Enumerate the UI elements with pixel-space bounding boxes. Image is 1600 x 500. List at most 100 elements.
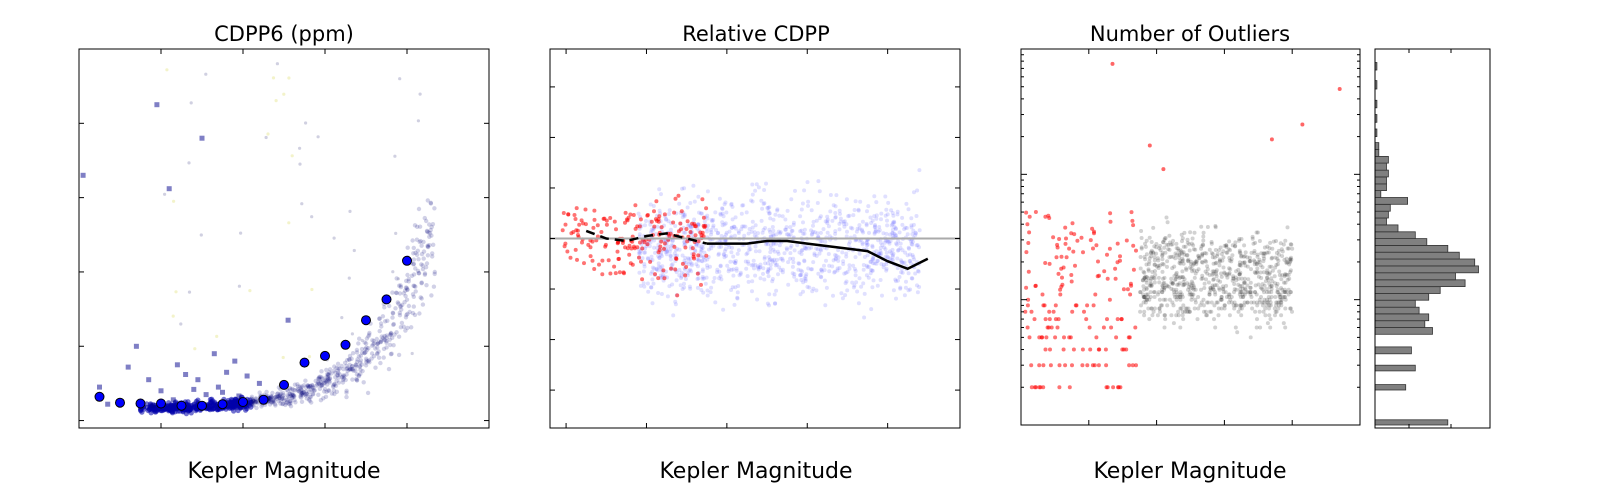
relative-cdpp-point bbox=[825, 230, 830, 235]
outliers-point bbox=[1239, 306, 1244, 311]
outliers-point bbox=[1146, 267, 1151, 272]
outliers-point bbox=[1202, 309, 1206, 314]
outliers-point bbox=[1211, 285, 1215, 290]
outliers-point bbox=[1279, 286, 1284, 291]
outliers-point bbox=[1179, 251, 1184, 256]
relative-cdpp-point bbox=[761, 266, 766, 271]
outliers-red-point bbox=[1105, 252, 1109, 257]
cdpp-faint-point bbox=[307, 355, 312, 359]
outliers-point bbox=[1160, 290, 1165, 295]
relative-cdpp-point bbox=[899, 270, 904, 275]
histogram-bar bbox=[1374, 231, 1416, 240]
relative-cdpp-point bbox=[650, 277, 655, 282]
relative-cdpp-point bbox=[806, 199, 811, 204]
cdpp-point bbox=[354, 350, 360, 355]
outliers-point bbox=[1229, 300, 1234, 305]
outliers-point bbox=[1278, 295, 1283, 299]
cdpp-point bbox=[317, 376, 322, 381]
relative-cdpp-point bbox=[784, 246, 789, 251]
outliers-point bbox=[1232, 300, 1237, 305]
relative-cdpp-point bbox=[732, 259, 736, 264]
cdpp-point bbox=[277, 394, 282, 399]
relative-cdpp-point bbox=[856, 301, 861, 306]
outliers-point bbox=[1183, 306, 1188, 311]
relative-cdpp-point bbox=[773, 260, 778, 265]
relative-cdpp-point bbox=[800, 248, 805, 253]
relative-cdpp-point bbox=[811, 219, 816, 224]
relative-cdpp-point bbox=[759, 218, 764, 223]
relative-cdpp-red-point bbox=[604, 218, 609, 223]
relative-cdpp-point bbox=[699, 258, 704, 263]
relative-cdpp-point bbox=[903, 250, 908, 255]
cdpp-point bbox=[391, 343, 396, 348]
outliers-point bbox=[1162, 287, 1167, 292]
relative-cdpp-point bbox=[816, 271, 821, 276]
relative-cdpp-point bbox=[876, 229, 881, 234]
outliers-point bbox=[1162, 238, 1167, 242]
relative-cdpp-red-point bbox=[638, 240, 642, 245]
cdpp-point bbox=[298, 394, 303, 399]
outliers-point bbox=[1240, 295, 1245, 299]
relative-cdpp-red-point bbox=[673, 196, 678, 201]
relative-cdpp-point bbox=[888, 249, 892, 254]
outliers-point bbox=[1276, 290, 1281, 295]
cdpp-point bbox=[359, 350, 365, 355]
cdpp-point bbox=[337, 372, 342, 377]
outliers-point bbox=[1177, 260, 1182, 265]
relative-cdpp-point bbox=[689, 269, 694, 274]
relative-cdpp-point bbox=[766, 268, 771, 273]
relative-cdpp-point bbox=[792, 272, 797, 277]
outliers-red-point bbox=[1055, 245, 1060, 250]
cdpp-point bbox=[411, 262, 416, 267]
cdpp-point bbox=[430, 251, 435, 256]
relative-cdpp-point bbox=[898, 245, 903, 250]
cdpp-point bbox=[331, 383, 336, 388]
cdpp-point bbox=[394, 330, 399, 335]
outliers-red-point bbox=[1096, 259, 1100, 264]
outliers-point bbox=[1224, 283, 1229, 288]
relative-cdpp-point bbox=[762, 277, 767, 282]
outliers-red-point bbox=[1025, 325, 1030, 330]
outliers-point bbox=[1205, 313, 1209, 318]
relative-cdpp-point bbox=[761, 227, 766, 232]
outliers-red-point bbox=[1131, 267, 1136, 272]
outliers-point bbox=[1149, 306, 1154, 311]
relative-cdpp-point bbox=[705, 189, 710, 194]
cdpp-point bbox=[310, 391, 315, 397]
cdpp-faint-point bbox=[281, 355, 285, 360]
outliers-point bbox=[1171, 287, 1176, 292]
relative-cdpp-red-point bbox=[612, 264, 617, 269]
cdpp-point bbox=[432, 271, 437, 277]
relative-cdpp-point bbox=[904, 279, 908, 284]
cdpp-outlier-marker bbox=[158, 388, 164, 394]
outliers-point bbox=[1242, 281, 1247, 286]
relative-cdpp-point bbox=[883, 213, 888, 218]
relative-cdpp-point bbox=[743, 224, 748, 229]
outliers-point bbox=[1182, 252, 1187, 257]
outliers-point bbox=[1196, 253, 1201, 258]
outliers-red-point bbox=[1131, 243, 1136, 248]
relative-cdpp-point bbox=[833, 211, 838, 215]
cdpp-point bbox=[277, 393, 282, 398]
histogram-bar bbox=[1374, 238, 1428, 246]
relative-cdpp-point bbox=[909, 242, 914, 246]
cdpp-point bbox=[357, 336, 362, 341]
outliers-point bbox=[1138, 309, 1143, 314]
outliers-point bbox=[1180, 239, 1184, 244]
outliers-point bbox=[1139, 303, 1143, 308]
outliers-point bbox=[1171, 254, 1176, 259]
cdpp-median-marker bbox=[94, 391, 105, 402]
cdpp-faint-point bbox=[266, 132, 270, 136]
outliers-point bbox=[1285, 260, 1290, 265]
cdpp-point bbox=[372, 341, 377, 346]
outliers-panel: Number of Outliers Kepler Magnitude bbox=[1020, 22, 1361, 484]
histogram-bar bbox=[1374, 155, 1389, 164]
cdpp-point bbox=[376, 355, 382, 360]
relative-cdpp-point bbox=[895, 242, 899, 247]
cdpp-point bbox=[416, 271, 422, 276]
relative-cdpp-point bbox=[640, 256, 645, 261]
outliers-point bbox=[1162, 280, 1167, 285]
relative-cdpp-point bbox=[906, 245, 911, 250]
outliers-point bbox=[1205, 267, 1210, 272]
outliers-point bbox=[1169, 286, 1174, 291]
